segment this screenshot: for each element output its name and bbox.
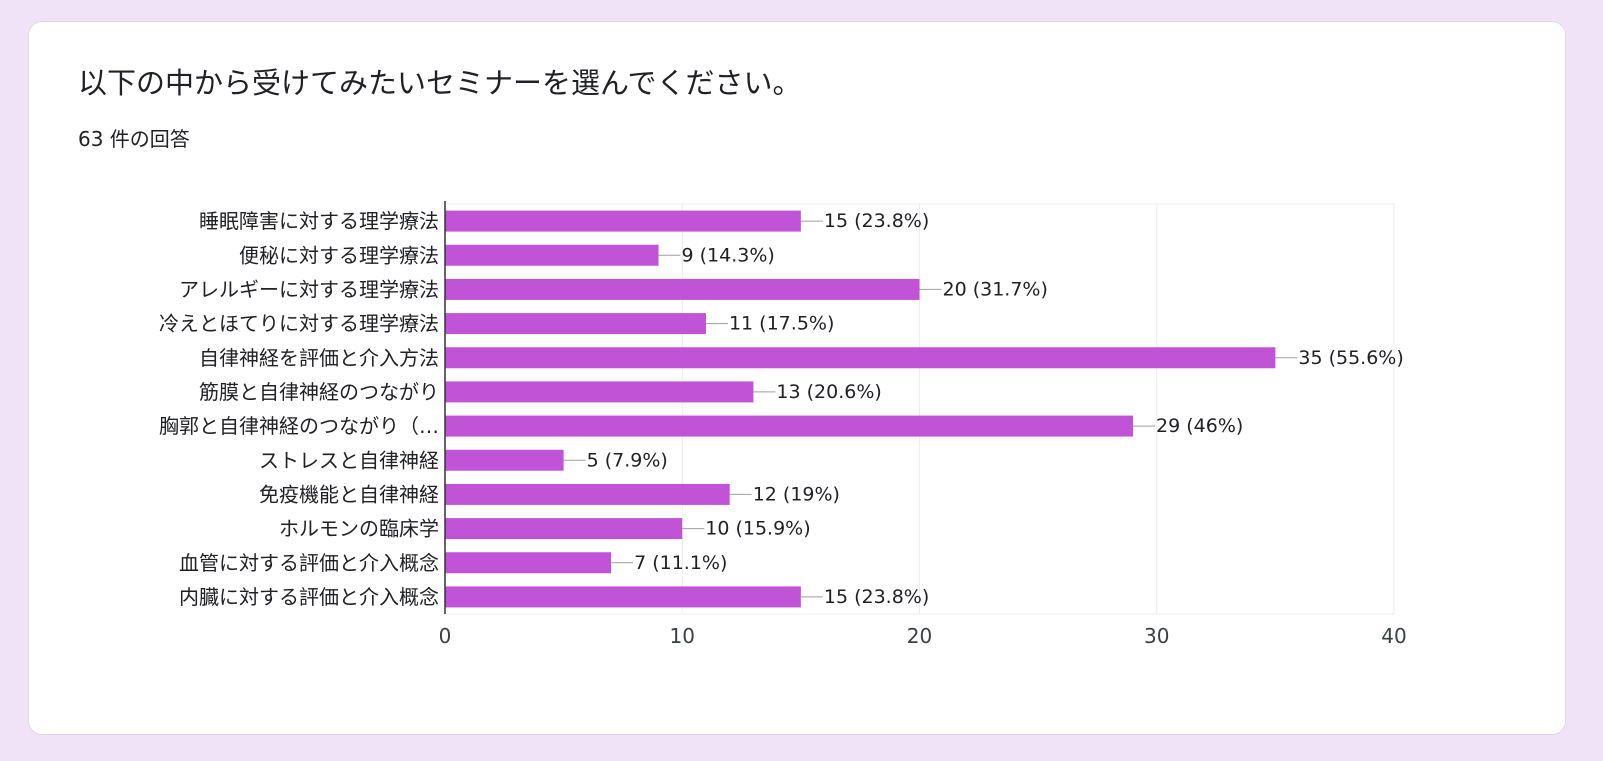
bar-3: [445, 313, 706, 335]
bar-10: [445, 552, 612, 574]
data-label-3: 11 (17.5%): [729, 313, 834, 335]
bar-8: [445, 483, 730, 505]
data-label-1: 9 (14.3%): [682, 244, 775, 266]
response-summary-card: [28, 21, 1566, 735]
category-label-9: ホルモンの臨床学: [279, 517, 439, 541]
bar-1: [445, 244, 659, 266]
category-label-4: 自律神経を評価と介入方法: [199, 346, 439, 370]
x-tick-label-40: 40: [1381, 624, 1406, 648]
question-title: 以下の中から受けてみたいセミナーを選んでください。: [78, 66, 802, 100]
data-label-7: 5 (7.9%): [587, 449, 668, 471]
x-tick-label-30: 30: [1144, 624, 1169, 648]
bar-9: [445, 518, 683, 540]
data-label-4: 35 (55.6%): [1298, 347, 1403, 369]
bar-11: [445, 586, 801, 608]
data-label-9: 10 (15.9%): [705, 518, 810, 540]
x-tick-label-0: 0: [439, 624, 452, 648]
category-label-8: 免疫機能と自律神経: [259, 482, 439, 506]
bar-5: [445, 381, 754, 403]
bar-4: [445, 347, 1276, 369]
category-label-11: 内臓に対する評価と介入概念: [179, 585, 439, 609]
category-label-2: アレルギーに対する理学療法: [179, 277, 439, 301]
data-label-6: 29 (46%): [1156, 415, 1243, 437]
bar-6: [445, 415, 1134, 437]
response-count: 63 件の回答: [78, 127, 190, 151]
data-label-5: 13 (20.6%): [776, 381, 881, 403]
category-label-3: 冷えとほてりに対する理学療法: [159, 312, 439, 336]
bar-2: [445, 278, 920, 300]
bar-0: [445, 210, 801, 232]
category-label-5: 筋膜と自律神経のつながり: [199, 380, 439, 404]
data-label-2: 20 (31.7%): [943, 278, 1048, 300]
data-label-0: 15 (23.8%): [824, 210, 929, 232]
bar-7: [445, 449, 564, 471]
category-label-1: 便秘に対する理学療法: [239, 243, 439, 267]
category-label-6: 胸郭と自律神経のつながり（…: [159, 414, 439, 438]
category-label-7: ストレスと自律神経: [259, 448, 439, 472]
data-label-11: 15 (23.8%): [824, 586, 929, 608]
x-tick-label-10: 10: [670, 624, 695, 648]
category-label-0: 睡眠障害に対する理学療法: [199, 209, 439, 233]
category-label-10: 血管に対する評価と介入概念: [179, 551, 439, 575]
data-label-10: 7 (11.1%): [634, 552, 727, 574]
x-tick-label-20: 20: [907, 624, 932, 648]
data-label-8: 12 (19%): [753, 483, 840, 505]
